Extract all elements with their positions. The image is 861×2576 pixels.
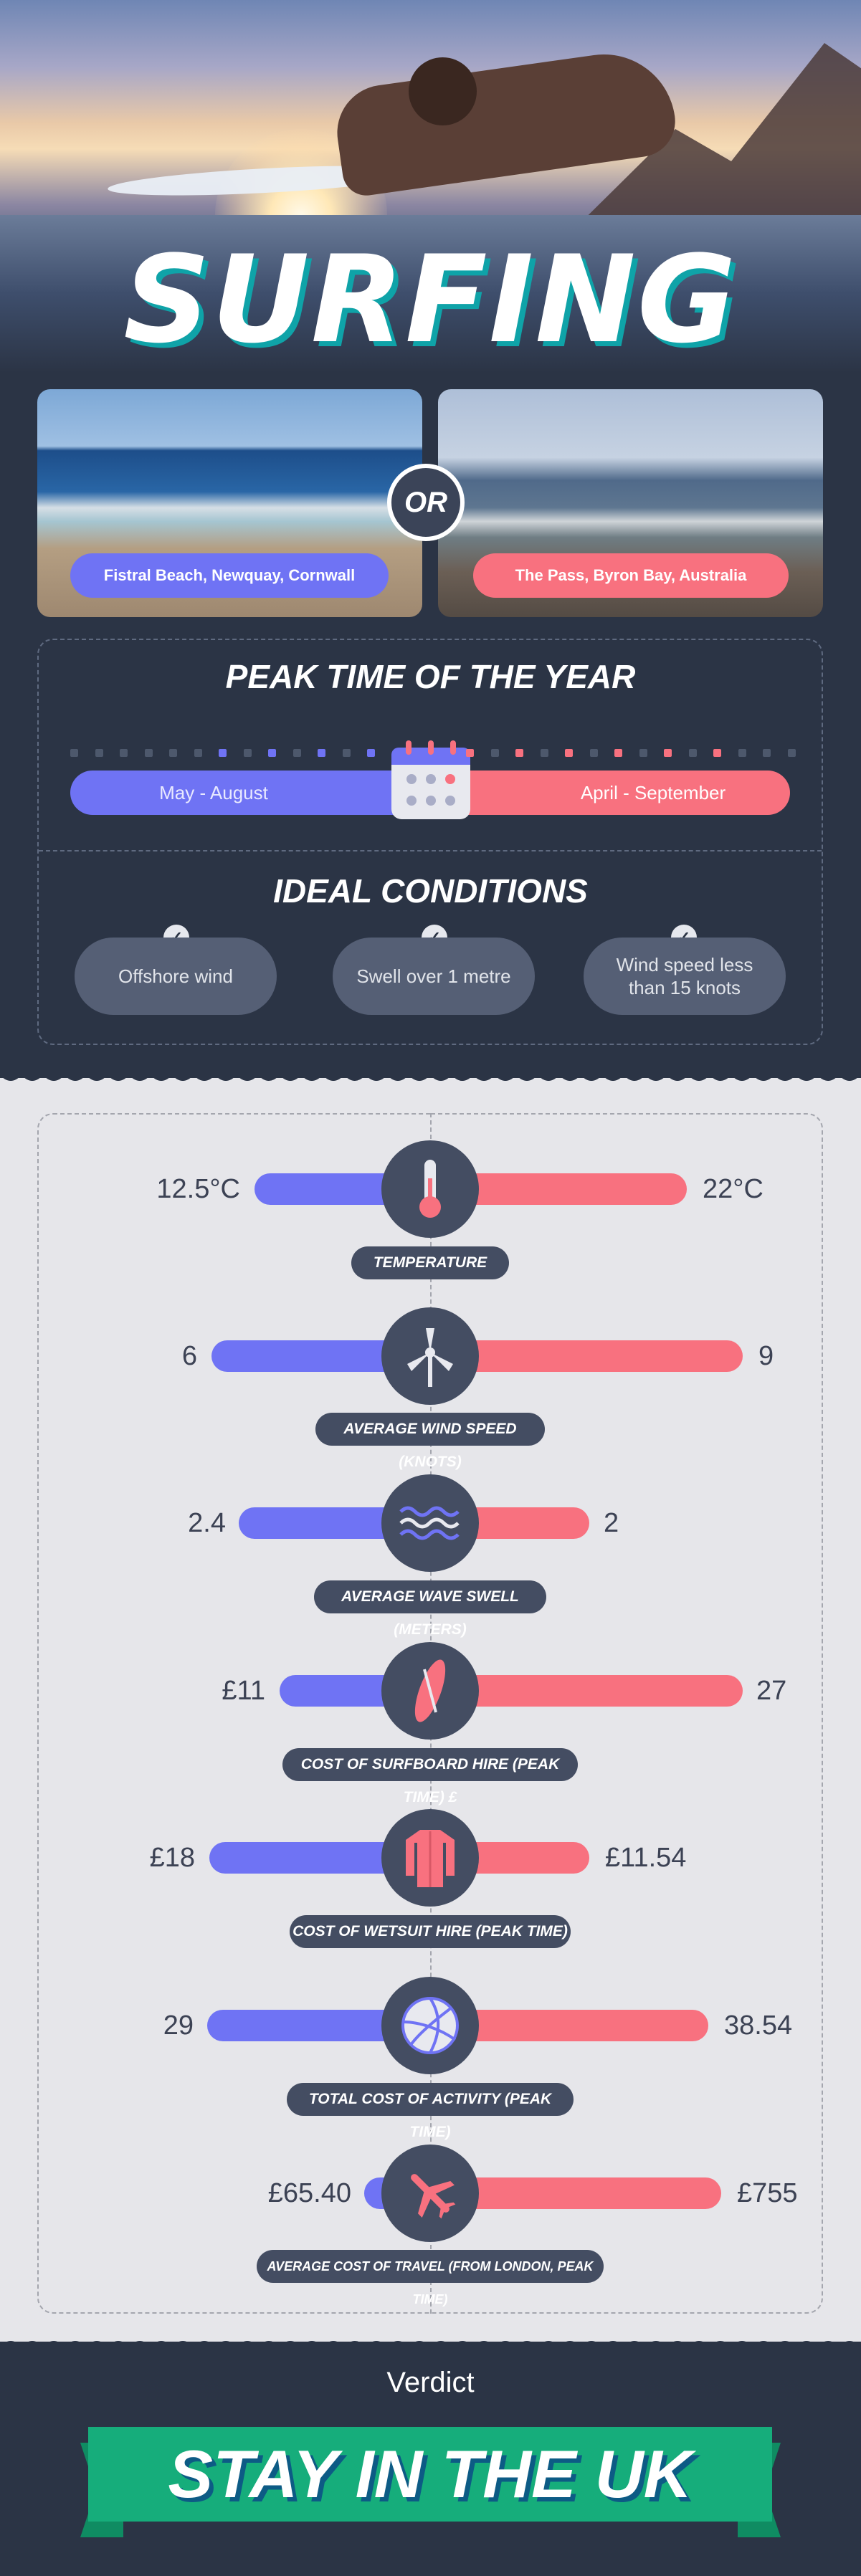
calendar-dot: [787, 749, 796, 757]
stat-label: COST OF SURFBOARD HIRE (PEAK TIME) £: [282, 1748, 578, 1805]
stat-value-australia: £755: [737, 2178, 798, 2208]
calendar-icon: [391, 740, 470, 819]
stat-label: COST OF WETSUIT HIRE (PEAK TIME): [290, 1915, 571, 1948]
stat-label: AVERAGE WIND SPEED (KNOTS): [315, 1413, 545, 1470]
calendar-dot: [194, 749, 202, 757]
peak-uk-label: May - August: [159, 782, 268, 803]
calendar-dot: [342, 749, 351, 757]
hero-image: [0, 0, 861, 373]
stats-border-left: [37, 1113, 430, 2314]
verdict-label: Verdict: [386, 2367, 475, 2398]
stats-border-right: [430, 1113, 823, 2314]
surfboard-icon: [381, 1642, 479, 1740]
stat-value-australia: 38.54: [724, 2010, 793, 2041]
peak-uk-bar: May - August: [70, 771, 414, 815]
stat-value-australia: 2: [604, 1508, 619, 1538]
calendar-dot: [688, 749, 697, 757]
calendar-dot: [292, 749, 301, 757]
calendar-dot: [70, 749, 78, 757]
wind-turbine-icon: [381, 1307, 479, 1405]
stat-value-uk: 6: [181, 1341, 197, 1371]
peak-australia-bar: April - September: [444, 771, 790, 815]
condition-swell: Swell over 1 metre: [333, 938, 535, 1015]
stat-label: AVERAGE COST OF TRAVEL (FROM LONDON, PEA…: [257, 2250, 604, 2307]
verdict-text: STAY IN THE UK: [168, 2436, 693, 2511]
surfer-head: [409, 57, 477, 125]
volleyball-icon: [381, 1977, 479, 2074]
stat-bar-australia: [430, 1340, 743, 1372]
stat-value-australia: 22°C: [703, 1174, 764, 1204]
location-right-label: The Pass, Byron Bay, Australia: [473, 553, 789, 598]
stat-value-australia: 9: [758, 1341, 774, 1371]
or-badge: OR: [387, 464, 465, 541]
calendar-dot: [490, 749, 499, 757]
surfer: [330, 45, 680, 199]
stat-value-uk: 29: [163, 2010, 194, 2041]
calendar-dot: [614, 749, 622, 757]
thermometer-icon: [381, 1140, 479, 1238]
calendar-dot: [639, 749, 647, 757]
top-wave-edge: [0, 1071, 861, 1081]
calendar-dot: [243, 749, 252, 757]
stat-value-uk: £11: [222, 1676, 265, 1706]
condition-wind-speed: Wind speed less than 15 knots: [584, 938, 786, 1015]
page-title: SURFING: [123, 229, 738, 370]
verdict-ribbon: [88, 2427, 772, 2522]
stat-value-australia: £11.54: [605, 1843, 687, 1873]
calendar-dot: [120, 749, 128, 757]
sea: [0, 215, 861, 373]
calendar-dot: [738, 749, 746, 757]
calendar-dot: [367, 749, 375, 757]
stat-value-uk: 12.5°C: [156, 1174, 240, 1204]
stat-label: TEMPERATURE: [351, 1246, 509, 1279]
calendar-dot: [268, 749, 276, 757]
info-divider: [39, 850, 822, 851]
stat-label: TOTAL COST OF ACTIVITY (PEAK TIME): [287, 2083, 574, 2140]
airplane-icon: [381, 2145, 479, 2242]
info-box: [37, 639, 823, 1045]
stat-value-uk: £18: [149, 1843, 195, 1873]
calendar-dot: [144, 749, 153, 757]
calendar-dot: [565, 749, 573, 757]
waves-icon: [381, 1474, 479, 1572]
calendar-dot: [540, 749, 548, 757]
calendar-dot: [318, 749, 325, 757]
location-left-label: Fistral Beach, Newquay, Cornwall: [70, 553, 389, 598]
calendar-dot: [466, 749, 474, 757]
calendar-dot: [713, 749, 721, 757]
bottom-wave-edge: [0, 2341, 861, 2351]
stat-label: AVERAGE WAVE SWELL (METERS): [314, 1580, 546, 1638]
calendar-dot: [169, 749, 177, 757]
stat-bar-australia: [430, 1675, 743, 1707]
condition-offshore-wind: Offshore wind: [75, 938, 277, 1015]
calendar-dot: [515, 749, 523, 757]
stat-value-uk: £65.40: [267, 2178, 351, 2208]
peak-heading: PEAK TIME OF THE YEAR: [225, 658, 636, 695]
wetsuit-icon: [381, 1809, 479, 1907]
conditions-heading: IDEAL CONDITIONS: [273, 872, 588, 910]
calendar-dot: [763, 749, 771, 757]
calendar-dot: [219, 749, 227, 757]
calendar-dot: [664, 749, 672, 757]
peak-australia-label: April - September: [580, 782, 726, 803]
calendar-dot: [95, 749, 103, 757]
calendar-dot: [589, 749, 598, 757]
stat-value-uk: 2.4: [188, 1508, 226, 1538]
stat-value-australia: 27: [756, 1676, 787, 1706]
